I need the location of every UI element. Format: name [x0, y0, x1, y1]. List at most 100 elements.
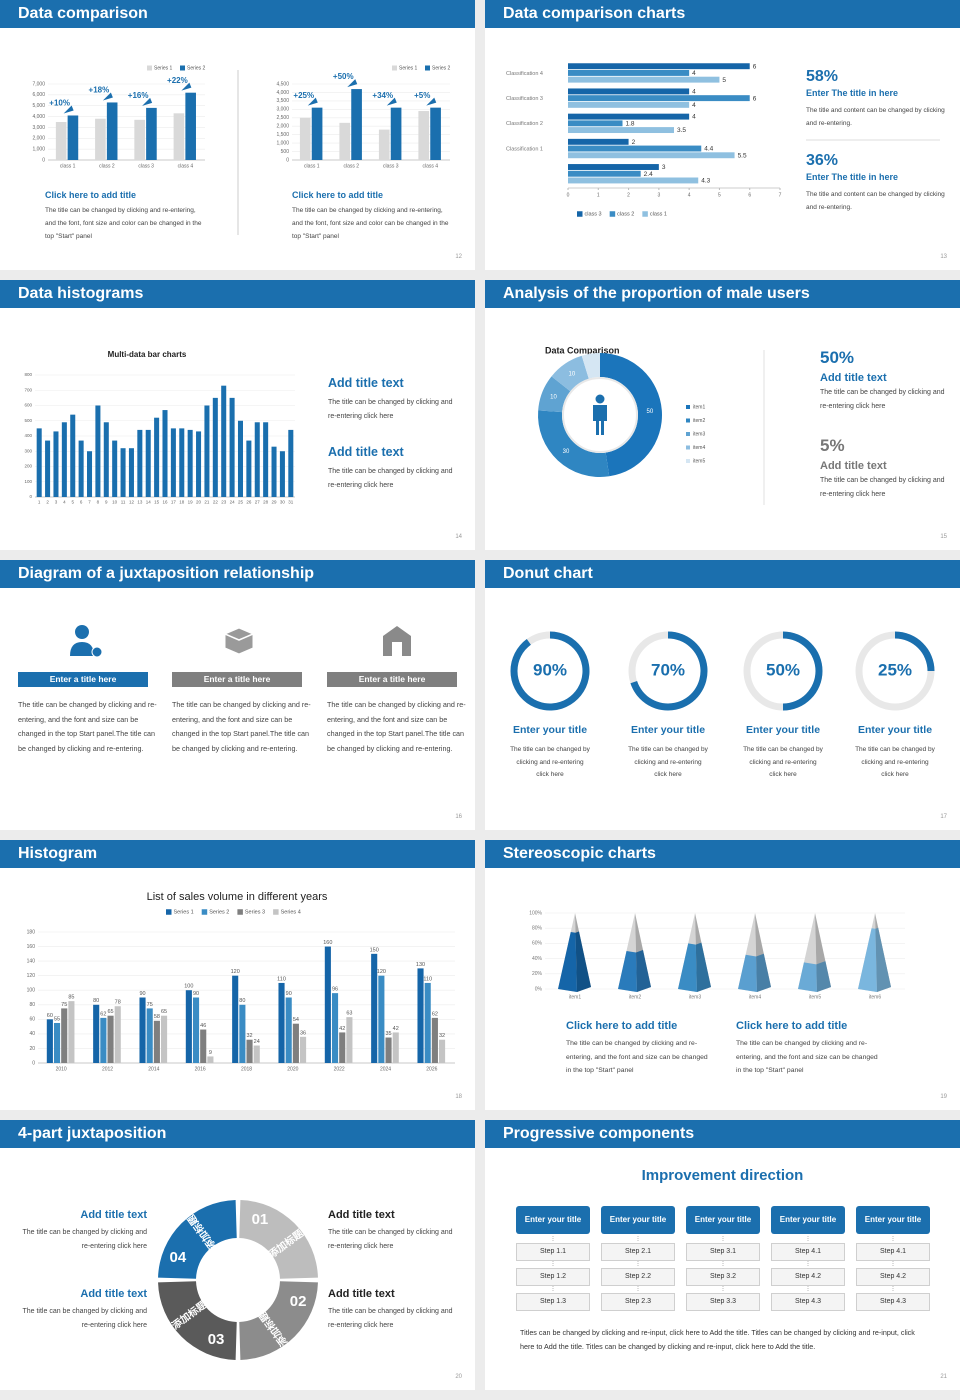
x-tick-label: 27 — [255, 500, 261, 505]
column-heading: Enter your title — [512, 724, 588, 736]
bar — [390, 107, 402, 160]
value-label: 75 — [147, 1002, 153, 1008]
bar — [93, 1004, 100, 1063]
legend-label: item1 — [693, 404, 705, 410]
bar — [568, 101, 690, 108]
x-tick-label: class 4 — [422, 163, 438, 169]
x-tick-label: 0 — [567, 192, 570, 198]
pie-slice — [551, 355, 589, 392]
step-header: Enter your title — [516, 1206, 590, 1234]
x-tick-label: item4 — [749, 994, 761, 1000]
bar — [232, 975, 239, 1063]
step-box: Step 4.1 — [771, 1243, 845, 1261]
x-tick-label: 16 — [162, 500, 168, 505]
page-number: 19 — [940, 1094, 947, 1100]
annotation-arrow — [307, 97, 318, 106]
value-label: 58 — [154, 1014, 160, 1020]
value-label: 120 — [377, 969, 386, 975]
value-label: 60 — [47, 1013, 53, 1019]
slide: 4-part juxtaposition 01 添加标题 02 添加标题 03 添加标题 04… — [0, 1120, 475, 1390]
bar — [292, 1023, 299, 1063]
icon-chart — [224, 627, 254, 655]
stat-value: 36% — [806, 152, 839, 169]
bar — [196, 431, 202, 497]
step-header: Enter your title — [601, 1206, 675, 1234]
bar — [568, 88, 690, 95]
step-box: Step 2.3 — [601, 1293, 675, 1311]
bar — [161, 1015, 168, 1063]
slide-graphics: 0 1 2 3 4 5 6 7 Classification 4 Classification 3… — [506, 63, 940, 217]
value-label: 42 — [393, 1026, 399, 1032]
bar — [207, 1056, 214, 1063]
x-tick-label: 2018 — [241, 1066, 252, 1072]
pyramid-fill-right — [756, 953, 771, 992]
value-label: 90 — [139, 991, 145, 997]
x-tick-label: 1 — [38, 500, 41, 505]
bar — [331, 993, 339, 1063]
x-tick-label: 24 — [230, 500, 236, 505]
bar — [324, 946, 331, 1063]
pyramid-fill-right — [636, 950, 651, 992]
y-tick-label: 5,000 — [32, 103, 45, 109]
legend-label: Series 2 — [187, 65, 206, 71]
x-tick-label: class 2 — [343, 163, 359, 169]
stat-heading: Add title text — [820, 372, 887, 384]
x-tick-label: 2026 — [426, 1066, 437, 1072]
bar — [299, 117, 311, 160]
note: Titles can be changed by clicking and re… — [520, 1328, 915, 1351]
x-tick-label: 20 — [196, 500, 202, 505]
y-tick-label: 100% — [529, 910, 542, 916]
bar — [568, 113, 690, 120]
bar — [568, 152, 735, 159]
legend-label: class 3 — [585, 211, 602, 217]
value-label: 4.4 — [704, 146, 713, 153]
pyramid-fill-left — [858, 928, 877, 992]
legend-swatch — [642, 211, 648, 217]
x-tick-label: 29 — [272, 500, 278, 505]
donut-label: 25% — [878, 660, 912, 679]
x-tick-label: item1 — [569, 994, 581, 1000]
caption-heading: Click here to add title — [736, 1020, 848, 1032]
slide-graphics — [70, 625, 411, 658]
stat-value: 58% — [806, 68, 839, 85]
pyramid-fill — [738, 953, 771, 992]
x-tick-label: 23 — [221, 500, 227, 505]
x-tick-label: 6 — [80, 500, 83, 505]
column-body: The title can be changed by clicking and… — [327, 700, 466, 753]
slide-header: Stereoscopic charts — [485, 840, 960, 868]
bar — [254, 422, 260, 497]
bar — [288, 429, 294, 497]
annotation: +16% — [128, 91, 149, 100]
slide-header: Data comparison charts — [485, 0, 960, 28]
x-tick-label: 30 — [280, 500, 286, 505]
bar — [378, 129, 390, 160]
legend-swatch — [686, 445, 690, 450]
slide: Histogram List of sales volume in differe… — [0, 840, 475, 1110]
chart-title: List of sales volume in different years — [147, 891, 328, 903]
legend-label: item4 — [693, 445, 705, 451]
page-number: 17 — [940, 814, 947, 820]
x-tick-label: 2012 — [102, 1066, 113, 1072]
column-body: The title can be changed by clicking and… — [510, 746, 590, 778]
x-tick-label: 4 — [688, 192, 691, 198]
value-label: 130 — [416, 962, 425, 968]
x-tick-label: 2022 — [334, 1066, 345, 1072]
value-label: 4 — [692, 114, 696, 121]
x-tick-label: 2024 — [380, 1066, 391, 1072]
caption-body: The title can be changed by clicking and… — [22, 1229, 147, 1250]
value-label: 32 — [439, 1033, 445, 1039]
x-tick-label: class 1 — [60, 163, 76, 169]
value-label: 5 — [722, 77, 726, 84]
value-label: 2 — [632, 139, 636, 146]
annotation: +50% — [333, 72, 354, 81]
slice-label: 30 — [563, 449, 570, 455]
donut-label: 50% — [766, 660, 800, 679]
caption-body: The title can be changed by clicking and… — [328, 399, 453, 420]
x-tick-label: 5 — [718, 192, 721, 198]
pie-slice — [581, 353, 600, 379]
bar — [439, 1039, 446, 1063]
slide: Data comparison charts 0 1 2 3 4 5 6 7 Classifica… — [485, 0, 960, 270]
bar — [339, 1032, 346, 1063]
slice-label: 10 — [568, 371, 575, 377]
bar — [173, 113, 185, 160]
